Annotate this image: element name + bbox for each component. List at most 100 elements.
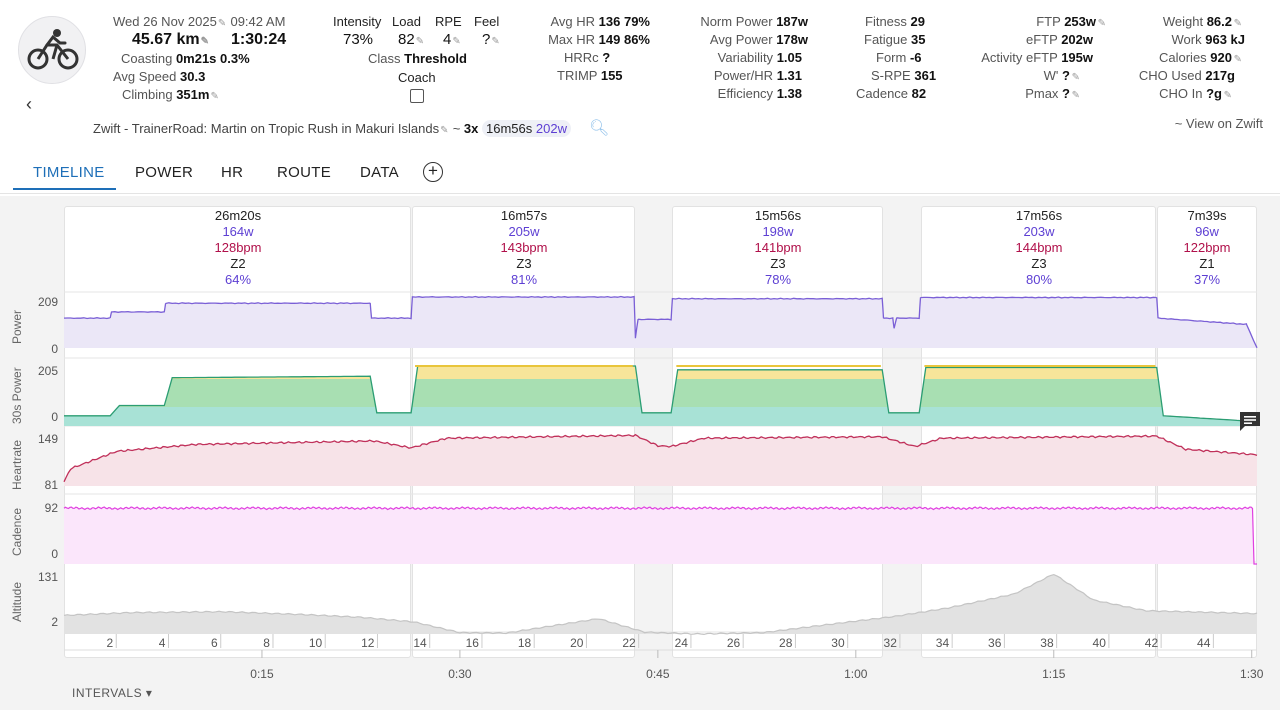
weight: Weight 86.2 ✎ (1120, 14, 1242, 29)
30s-power-line (64, 365, 1258, 423)
feel-label: Feel (474, 14, 500, 29)
tab-power[interactable]: POWER (135, 164, 194, 181)
km-tick: 16 (466, 636, 480, 650)
tab-timeline[interactable]: TIMELINE (33, 164, 105, 181)
edit-icon[interactable]: ✎ (1233, 18, 1242, 29)
y-tick: 81 (44, 478, 58, 492)
edit-icon[interactable]: ✎ (210, 91, 219, 102)
altitude-line (63, 573, 1258, 636)
interval-power: 198w (762, 224, 794, 239)
km-tick: 24 (675, 636, 689, 650)
intervals-toggle[interactable]: INTERVALS ▾ (72, 686, 153, 700)
interval-column[interactable] (412, 206, 635, 658)
edit-icon[interactable]: ✎ (200, 36, 209, 47)
srpe-label: S-RPE (871, 68, 911, 83)
km-tick: 38 (1040, 636, 1054, 650)
view-on-zwift-link[interactable]: ~ View on Zwift (1174, 116, 1263, 131)
distance: 45.67 km✎ (132, 31, 210, 49)
edit-icon[interactable]: ✎ (491, 36, 500, 47)
y-tick: 0 (51, 342, 58, 356)
fatigue: Fatigue 35 (864, 32, 925, 47)
hrrc-label: HRRc (564, 50, 599, 65)
coach-checkbox[interactable] (410, 89, 424, 103)
hrrc: HRRc ? (564, 50, 610, 65)
weight-label: Weight (1162, 14, 1204, 29)
back-chevron-icon[interactable]: ‹ (26, 94, 32, 114)
norm-power-label: Norm Power (700, 14, 773, 29)
load-value: 82✎ (398, 31, 425, 48)
fitness: Fitness 29 (865, 14, 925, 29)
work: Work 963 kJ (1120, 32, 1246, 47)
fitness-label: Fitness (865, 14, 907, 29)
hrrc-value: ? (602, 50, 611, 65)
timeline-svg[interactable]: 2 4 6 8 10 12 14 16 18 20 22 24 26 28 30 32 34 36 38 40 42 44… (0, 196, 1280, 710)
avg-power: Avg Power 178w (680, 32, 808, 47)
edit-icon[interactable]: ✎ (415, 36, 425, 47)
avg-speed: Avg Speed 30.3 (113, 69, 205, 84)
climbing-value: 351m (176, 87, 210, 102)
heartrate-area (64, 434, 1257, 486)
cadence: Cadence 82 (856, 86, 926, 101)
search-icon[interactable]: 🔍︎ (589, 120, 610, 137)
edit-icon[interactable]: ✎ (1223, 90, 1232, 101)
edit-icon[interactable]: ✎ (1097, 18, 1106, 29)
coasting-value: 0m21s 0.3% (175, 51, 250, 66)
activity-eftp: Activity eFTP 195w (960, 50, 1093, 65)
wprime-label: W' (1043, 68, 1059, 83)
edit-icon[interactable]: ✎ (1233, 54, 1242, 65)
calories-value: 920 (1210, 50, 1232, 65)
interval-duration: 16m57s (500, 208, 548, 223)
interval-column[interactable] (672, 206, 883, 658)
form: Form -6 (876, 50, 922, 65)
interval-column[interactable] (1157, 206, 1257, 658)
trimp: TRIMP 155 (557, 68, 623, 83)
timeline-chart[interactable]: 26m20s 164w 128bpm Z2 64% 16m57s 205w 14… (0, 196, 1280, 710)
avg-hr-label: Avg HR (550, 14, 596, 29)
edit-icon[interactable]: ✎ (452, 36, 461, 47)
power-area (64, 296, 1257, 348)
interval-summary-pill: 16m56s 202w (482, 120, 571, 137)
km-tick: 22 (622, 636, 636, 650)
srpe: S-RPE 361 (871, 68, 936, 83)
interval-column[interactable] (64, 206, 411, 658)
trimp-label: TRIMP (557, 68, 598, 83)
km-tick: 36 (988, 636, 1002, 650)
form-value: -6 (909, 50, 922, 65)
km-tick: 4 (159, 636, 166, 650)
edit-icon[interactable]: ✎ (217, 18, 227, 29)
tab-route[interactable]: ROUTE (277, 164, 331, 181)
cho-used-value: 217g (1205, 68, 1235, 83)
edit-icon[interactable]: ✎ (1071, 72, 1080, 83)
efficiency-value: 1.38 (776, 86, 802, 101)
km-tick: 8 (263, 636, 270, 650)
tab-hr[interactable]: HR (221, 164, 244, 181)
interval-power: 202w (535, 121, 567, 136)
edit-icon[interactable]: ✎ (440, 125, 449, 136)
edit-icon[interactable]: ✎ (1071, 90, 1080, 101)
intensity-label: Intensity (333, 14, 382, 29)
rpe-label: RPE (435, 14, 462, 29)
activity-tilde: ~ (452, 121, 461, 136)
weight-value: 86.2 (1206, 14, 1232, 29)
comment-icon[interactable] (1238, 410, 1262, 432)
active-tab-indicator (13, 188, 116, 190)
norm-power-value: 187w (776, 14, 808, 29)
add-tab-button[interactable]: + (423, 162, 443, 182)
power-hr-value: 1.31 (776, 68, 802, 83)
km-tick: 20 (570, 636, 584, 650)
load-number: 82 (398, 31, 415, 48)
activity-type-avatar (18, 16, 86, 84)
eftp-value: 202w (1061, 32, 1093, 47)
interval-stats: 17m56s 203w 144bpm Z3 80% (969, 208, 1109, 288)
class-label: Class (368, 51, 401, 66)
max-hr-label: Max HR (548, 32, 596, 47)
km-tick: 10 (309, 636, 323, 650)
tab-data[interactable]: DATA (360, 164, 399, 181)
interval-duration: 16m56s (486, 121, 533, 136)
km-tick: 32 (884, 636, 898, 650)
pmax-label: Pmax (1025, 86, 1059, 101)
cho-in-value: ?g (1206, 86, 1222, 101)
y-tick: 149 (37, 432, 58, 446)
max-hr: Max HR 149 86% (530, 32, 650, 47)
distance-value: 45.67 km (132, 31, 200, 48)
